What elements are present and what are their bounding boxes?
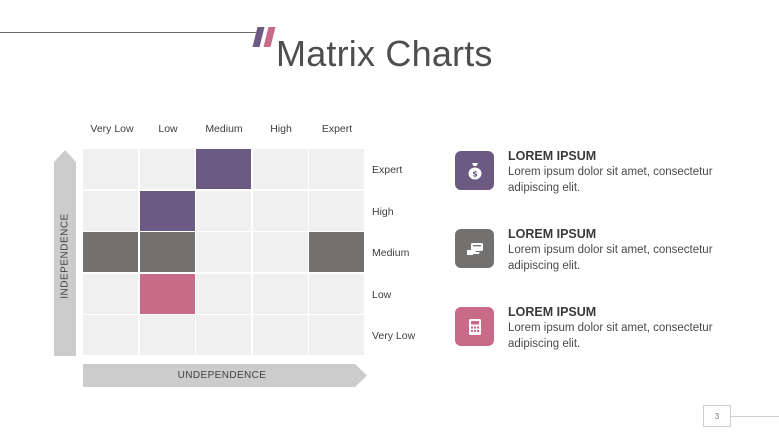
matrix-cell-high-high: [252, 190, 308, 231]
matrix-cell-low-medium: [196, 273, 251, 314]
matrix-cell-very-low-expert: [309, 315, 364, 355]
x-axis-arrow: [83, 364, 367, 387]
calculator-icon: [455, 307, 494, 346]
matrix-cell-low-high: [252, 273, 308, 314]
matrix-cell-expert-high: [252, 149, 308, 189]
matrix-cell-medium-very-low: [83, 232, 138, 272]
matrix-cell-medium-low: [139, 232, 195, 272]
item-title-3: LOREM IPSUM: [508, 305, 597, 319]
matrix-cell-high-medium: [196, 190, 251, 231]
item-text-1: Lorem ipsum dolor sit amet, consectetur …: [508, 166, 713, 194]
row-label-expert: Expert: [372, 164, 403, 176]
page-number: 3: [703, 405, 731, 427]
matrix-cell-expert-expert: [309, 149, 364, 189]
item-text-2: Lorem ipsum dolor sit amet, consectetur …: [508, 244, 713, 272]
column-label-expert: Expert: [321, 123, 353, 135]
matrix-cell-medium-medium: [196, 232, 251, 272]
matrix-cell-very-low-medium: [196, 315, 251, 355]
matrix-cell-high-low: [139, 190, 195, 231]
title-accent-purple: [252, 27, 265, 47]
column-label-high: High: [270, 123, 292, 135]
column-label-low: Low: [158, 123, 178, 135]
matrix-cell-low-low: [139, 273, 195, 314]
row-label-low: Low: [372, 289, 392, 301]
money-bag-icon: $: [455, 151, 494, 190]
row-label-high: High: [372, 206, 394, 218]
svg-text:$: $: [472, 169, 478, 178]
y-axis-arrow: [54, 150, 76, 356]
matrix-cell-low-very-low: [83, 273, 138, 314]
column-label-very-low: Very Low: [90, 123, 134, 135]
matrix-cell-very-low-low: [139, 315, 195, 355]
slide-title: Matrix Charts: [276, 33, 493, 74]
matrix-cell-high-expert: [309, 190, 364, 231]
matrix-cell-very-low-high: [252, 315, 308, 355]
column-label-medium: Medium: [205, 123, 243, 135]
cash-hand-icon: [455, 229, 494, 268]
title-accent-pink: [263, 27, 276, 47]
matrix-cell-expert-very-low: [83, 149, 138, 189]
matrix-cell-medium-expert: [309, 232, 364, 272]
page-number-rule: [730, 416, 779, 417]
title-rule: [0, 32, 256, 33]
item-title-1: LOREM IPSUM: [508, 149, 597, 163]
matrix-cell-high-very-low: [83, 190, 138, 231]
matrix-cell-expert-medium: [196, 149, 251, 189]
matrix-cell-expert-low: [139, 149, 195, 189]
item-title-2: LOREM IPSUM: [508, 227, 597, 241]
y-axis-label: INDEPENDENCE: [59, 213, 71, 299]
matrix-cell-very-low-very-low: [83, 315, 138, 355]
row-label-medium: Medium: [372, 247, 410, 259]
matrix-cell-medium-high: [252, 232, 308, 272]
matrix-cell-low-expert: [309, 273, 364, 314]
x-axis-label: UNDEPENDENCE: [177, 370, 267, 381]
row-label-very-low: Very Low: [372, 330, 416, 342]
item-text-3: Lorem ipsum dolor sit amet, consectetur …: [508, 322, 713, 350]
